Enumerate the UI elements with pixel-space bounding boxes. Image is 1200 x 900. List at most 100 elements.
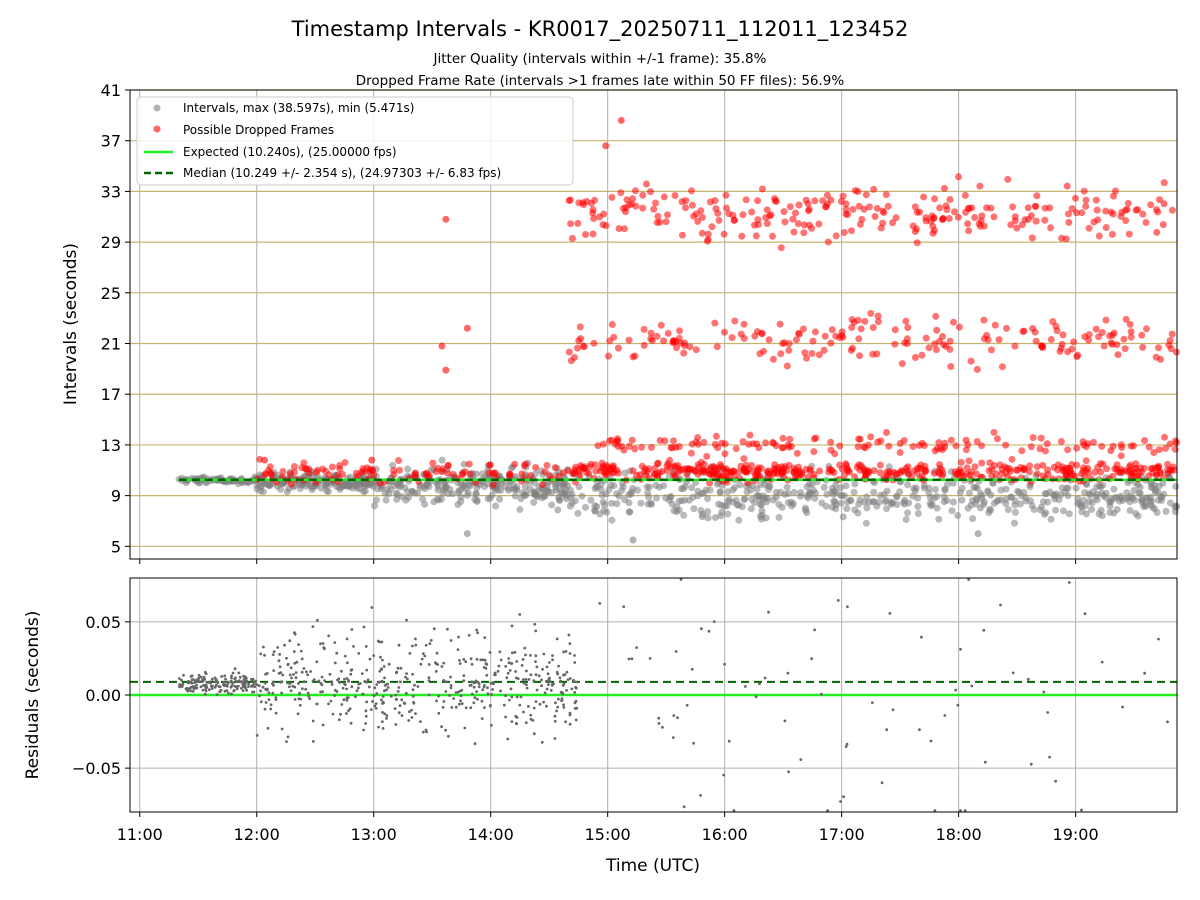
dropped-frame-point: [746, 431, 754, 439]
dropped-frame-point: [1036, 445, 1044, 453]
dropped-frame-point: [794, 220, 802, 228]
interval-point: [732, 496, 740, 504]
dropped-frame-point: [961, 191, 969, 199]
interval-point: [808, 481, 816, 488]
interval-point: [613, 490, 621, 498]
residual-point: [441, 706, 445, 709]
residual-point: [298, 692, 301, 696]
dropped-frame-point: [1032, 217, 1040, 225]
residual-point: [290, 676, 293, 680]
dropped-frame-point: [922, 217, 930, 225]
interval-point: [784, 490, 792, 497]
residual-point: [405, 672, 408, 675]
interval-point: [599, 498, 607, 506]
dropped-frame-point: [458, 470, 466, 477]
dropped-frame-point: [1053, 327, 1061, 335]
residual-point: [484, 667, 488, 670]
residual-point: [306, 673, 309, 677]
dropped-frame-point: [839, 192, 847, 200]
residual-point: [285, 656, 288, 660]
dropped-frame-point: [1140, 464, 1148, 472]
residual-point: [364, 714, 368, 718]
residual-point: [842, 795, 845, 799]
residual-point: [399, 680, 402, 684]
dropped-frame-point: [689, 466, 697, 474]
residual-point: [476, 697, 479, 701]
residual-point: [444, 690, 448, 693]
dropped-frame-point: [631, 187, 639, 195]
residual-point: [406, 677, 409, 681]
dropped-frame-point: [779, 340, 787, 347]
residual-point: [428, 642, 432, 645]
residual-point: [321, 690, 324, 694]
interval-point: [1088, 499, 1096, 507]
dropped-frame-point: [673, 344, 680, 352]
dropped-frame-point: [993, 435, 1001, 443]
residual-point: [379, 655, 382, 659]
dropped-frame-point: [574, 219, 582, 227]
interval-point: [463, 491, 471, 499]
dropped-frame-point: [1041, 204, 1049, 212]
interval-point: [419, 495, 427, 503]
residual-point: [345, 698, 349, 702]
interval-point: [554, 506, 562, 514]
residual-point: [826, 809, 829, 812]
interval-point: [810, 487, 817, 494]
interval-point: [902, 516, 910, 523]
dropped-frame-point: [1118, 444, 1126, 451]
dropped-frame-point: [935, 439, 943, 447]
dropped-frame-point: [1057, 438, 1065, 445]
residual-point: [518, 613, 522, 616]
dropped-frame-point: [1102, 207, 1110, 215]
residual-point: [380, 720, 384, 723]
top-y-tick-label: 21: [101, 335, 121, 354]
top-y-tick-label: 41: [101, 81, 121, 100]
dropped-frame-point: [1072, 194, 1079, 202]
residual-point: [533, 622, 537, 626]
dropped-frame-point: [786, 435, 794, 443]
interval-point: [976, 504, 984, 512]
residual-point: [382, 665, 386, 668]
residual-point: [553, 737, 557, 740]
dropped-frame-point: [605, 352, 612, 360]
residual-point: [504, 715, 507, 719]
dropped-frame-point: [904, 324, 912, 331]
top-y-tick-label: 29: [101, 233, 121, 252]
residual-point: [330, 683, 334, 686]
residual-point: [299, 649, 303, 653]
dropped-frame-point: [596, 213, 604, 221]
interval-point: [802, 506, 810, 514]
residual-point: [255, 734, 259, 737]
dropped-frame-point: [639, 191, 647, 199]
residual-point: [567, 633, 571, 637]
interval-point: [571, 497, 579, 505]
residual-point: [483, 636, 487, 639]
dropped-frame-point: [920, 193, 928, 201]
interval-point: [875, 498, 883, 506]
dropped-frame-point: [883, 429, 890, 436]
interval-point: [587, 496, 595, 504]
dropped-frame-point: [602, 222, 610, 230]
residual-point: [380, 698, 383, 702]
dropped-frame-point: [824, 238, 832, 246]
dropped-frame-point: [1037, 434, 1045, 442]
dropped-frame-point: [795, 201, 803, 209]
residual-point: [674, 650, 678, 653]
residual-point: [535, 688, 539, 692]
residual-point: [557, 664, 560, 668]
residual-point: [293, 698, 297, 701]
residual-point: [345, 687, 348, 691]
interval-point: [901, 496, 909, 504]
interval-point: [371, 502, 379, 510]
dropped-frame-point: [945, 215, 953, 222]
interval-point: [850, 488, 858, 496]
residual-point: [397, 686, 401, 689]
dropped-frame-point: [856, 352, 864, 360]
dropped-frame-point: [664, 211, 671, 219]
interval-point: [1146, 501, 1154, 509]
dropped-frame-point: [1127, 328, 1135, 336]
residual-point: [362, 728, 365, 732]
residual-point: [491, 688, 494, 691]
residual-point: [485, 673, 489, 677]
residual-point: [573, 654, 576, 657]
